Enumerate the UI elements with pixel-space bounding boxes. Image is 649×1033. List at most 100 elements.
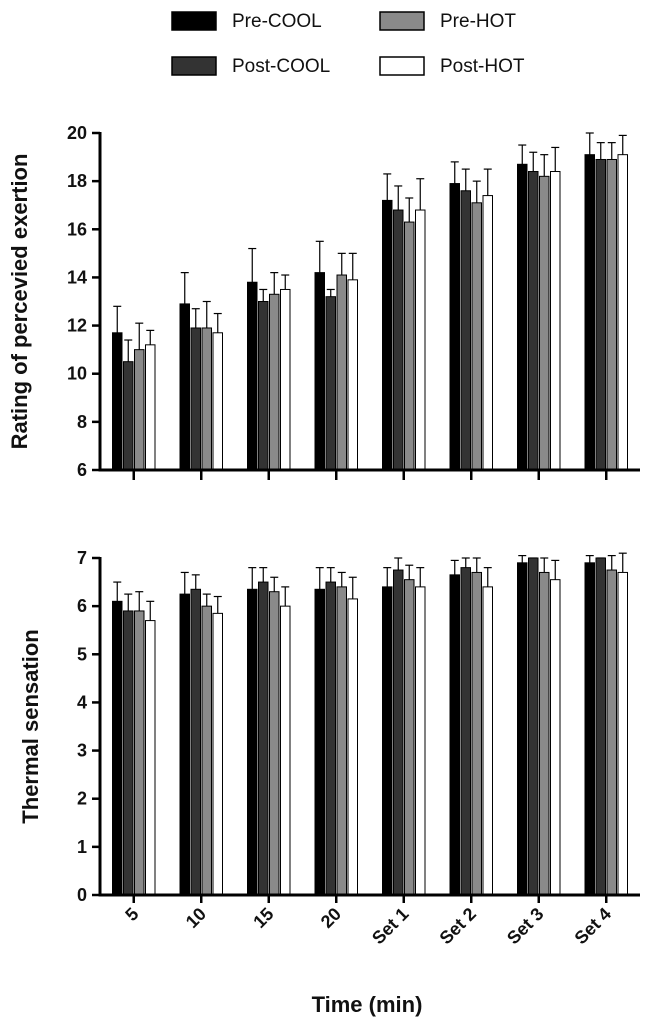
chart-thermal-sensation: Thermal sensation 0 1 2 3 4 5 6 7 5 10 15 20 Set 1 Set… — [18, 548, 640, 948]
bar-pre-cool-set-2 — [449, 183, 460, 471]
y-axis-title: Rating of percevied exertion — [7, 154, 32, 450]
y-tick-label: 2 — [77, 789, 87, 809]
bar-pre-hot-20 — [336, 586, 347, 896]
y-tick-label: 1 — [77, 837, 87, 857]
bar-pre-cool-5 — [112, 332, 123, 471]
bar-post-hot-5 — [145, 620, 156, 896]
bar-post-hot-15 — [280, 288, 291, 471]
bar-post-cool-set-2 — [460, 567, 471, 896]
legend-label-post-cool: Post-COOL — [232, 56, 330, 77]
bar-pre-hot-set-3 — [539, 175, 550, 471]
x-tick-label: Set 4 — [571, 904, 616, 949]
bar-pre-hot-set-2 — [471, 571, 482, 896]
bar-pre-cool-set-2 — [449, 574, 460, 896]
bar-post-cool-10 — [190, 327, 201, 471]
bar-pre-hot-set-3 — [539, 571, 550, 896]
bar-post-cool-5 — [123, 610, 134, 896]
x-tick-label: Set 3 — [503, 904, 548, 949]
bar-pre-cool-set-4 — [584, 562, 595, 896]
y-tick-label: 8 — [77, 412, 87, 432]
y-tick-label: 20 — [67, 123, 87, 143]
bar-post-cool-set-1 — [393, 209, 404, 471]
y-tick-label: 16 — [67, 219, 87, 239]
bar-post-cool-20 — [325, 581, 336, 896]
bar-pre-hot-set-4 — [606, 158, 617, 471]
bar-pre-cool-set-3 — [517, 562, 528, 896]
bar-post-hot-10 — [212, 612, 223, 896]
bar-post-cool-15 — [258, 581, 269, 896]
bar-post-hot-set-1 — [415, 209, 426, 471]
bar-pre-cool-set-1 — [382, 199, 393, 471]
bar-post-cool-set-4 — [595, 158, 606, 471]
y-tick-label: 10 — [67, 364, 87, 384]
y-tick-label: 5 — [77, 644, 87, 664]
bar-pre-cool-5 — [112, 600, 123, 896]
bar-post-cool-20 — [325, 296, 336, 471]
x-axis-title: Time (min) — [312, 992, 423, 1017]
chart-rpe: Rating of percevied exertion 6 8 10 12 14 16 18… — [7, 123, 640, 480]
x-tick-label: 15 — [249, 904, 277, 932]
bar-pre-hot-set-4 — [606, 569, 617, 896]
bar-pre-hot-15 — [269, 591, 280, 896]
bar-post-hot-set-3 — [550, 171, 561, 471]
y-tick-label: 4 — [77, 692, 87, 712]
y-tick-label: 0 — [77, 885, 87, 905]
bar-pre-hot-10 — [201, 327, 212, 471]
bar-post-cool-set-2 — [460, 190, 471, 471]
bar-pre-hot-set-1 — [404, 579, 415, 896]
bar-post-hot-set-4 — [617, 154, 628, 471]
bar-post-hot-15 — [280, 605, 291, 896]
bar-pre-cool-10 — [179, 593, 190, 896]
legend: Pre-COOL Pre-HOT Post-COOL Post-HOT — [171, 11, 525, 77]
bar-pre-hot-set-1 — [404, 221, 415, 471]
bar-pre-hot-5 — [134, 610, 145, 896]
bar-post-cool-10 — [190, 588, 201, 896]
legend-swatch-post-cool — [171, 56, 217, 76]
bar-post-hot-5 — [145, 344, 156, 471]
x-tick-label: 10 — [182, 904, 210, 932]
bar-post-hot-set-2 — [482, 586, 493, 896]
legend-swatch-pre-hot — [379, 11, 425, 31]
bar-pre-cool-20 — [314, 588, 325, 896]
y-tick-label: 3 — [77, 741, 87, 761]
legend-label-pre-cool: Pre-COOL — [232, 11, 322, 32]
legend-swatch-pre-cool — [171, 11, 217, 31]
bar-pre-cool-set-1 — [382, 586, 393, 896]
y-tick-label: 12 — [67, 316, 87, 336]
bar-pre-cool-15 — [247, 588, 258, 896]
x-tick-label: Set 2 — [436, 904, 481, 949]
bar-post-cool-15 — [258, 301, 269, 471]
x-tick-label: 20 — [317, 904, 345, 932]
y-tick-label: 6 — [77, 460, 87, 480]
legend-label-post-hot: Post-HOT — [440, 56, 525, 77]
bar-post-hot-set-2 — [482, 195, 493, 471]
bar-post-hot-set-3 — [550, 579, 561, 896]
bar-pre-hot-5 — [134, 349, 145, 471]
bar-pre-hot-set-2 — [471, 202, 482, 471]
bar-post-hot-set-1 — [415, 586, 426, 896]
bar-post-hot-20 — [347, 598, 358, 896]
bar-post-cool-set-3 — [528, 171, 539, 471]
bar-pre-hot-15 — [269, 293, 280, 471]
bar-pre-cool-set-4 — [584, 154, 595, 471]
legend-swatch-post-hot — [379, 56, 425, 76]
bar-post-cool-set-3 — [528, 557, 539, 896]
bar-post-cool-set-1 — [393, 569, 404, 896]
bar-post-hot-20 — [347, 279, 358, 471]
y-axis-title: Thermal sensation — [18, 629, 43, 823]
bar-post-hot-set-4 — [617, 571, 628, 896]
legend-label-pre-hot: Pre-HOT — [440, 11, 516, 32]
bar-pre-cool-10 — [179, 303, 190, 471]
bar-pre-cool-20 — [314, 272, 325, 471]
y-tick-label: 6 — [77, 596, 87, 616]
x-tick-label: Set 1 — [368, 904, 413, 949]
y-tick-label: 14 — [67, 267, 87, 287]
y-tick-label: 7 — [77, 548, 87, 568]
bar-post-cool-set-4 — [595, 557, 606, 896]
y-tick-label: 18 — [67, 171, 87, 191]
bar-post-hot-10 — [212, 332, 223, 471]
bar-pre-hot-20 — [336, 274, 347, 471]
bar-post-cool-5 — [123, 361, 134, 471]
bar-pre-cool-15 — [247, 281, 258, 471]
